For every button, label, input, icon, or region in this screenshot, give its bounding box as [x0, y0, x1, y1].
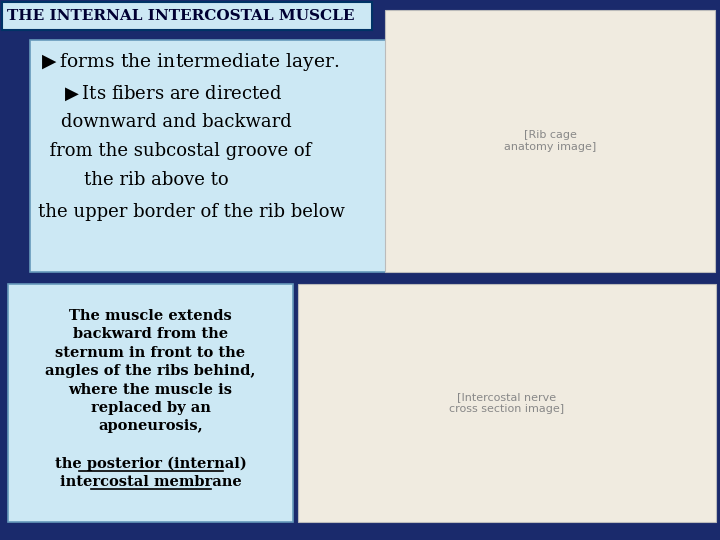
Text: THE INTERNAL INTERCOSTAL MUSCLE: THE INTERNAL INTERCOSTAL MUSCLE	[7, 9, 354, 23]
Text: intercostal membrane: intercostal membrane	[60, 475, 241, 489]
FancyBboxPatch shape	[385, 10, 715, 272]
Text: from the subcostal groove of: from the subcostal groove of	[38, 143, 311, 160]
Text: [Intercostal nerve
cross section image]: [Intercostal nerve cross section image]	[449, 392, 564, 414]
Text: [Rib cage
anatomy image]: [Rib cage anatomy image]	[504, 130, 596, 152]
FancyBboxPatch shape	[30, 40, 388, 272]
Text: $\blacktriangleright$Its fibers are directed: $\blacktriangleright$Its fibers are dire…	[38, 84, 282, 103]
Text: the rib above to: the rib above to	[38, 171, 229, 190]
FancyBboxPatch shape	[298, 284, 716, 522]
FancyBboxPatch shape	[2, 2, 372, 30]
Text: $\blacktriangleright$forms the intermediate layer.: $\blacktriangleright$forms the intermedi…	[38, 51, 339, 73]
FancyBboxPatch shape	[8, 284, 293, 522]
Text: the upper border of the rib below: the upper border of the rib below	[38, 202, 345, 221]
Text: The muscle extends
backward from the
sternum in front to the
angles of the ribs : The muscle extends backward from the ste…	[45, 309, 256, 434]
Text: downward and backward: downward and backward	[38, 113, 292, 131]
Text: the posterior (internal): the posterior (internal)	[55, 457, 246, 471]
